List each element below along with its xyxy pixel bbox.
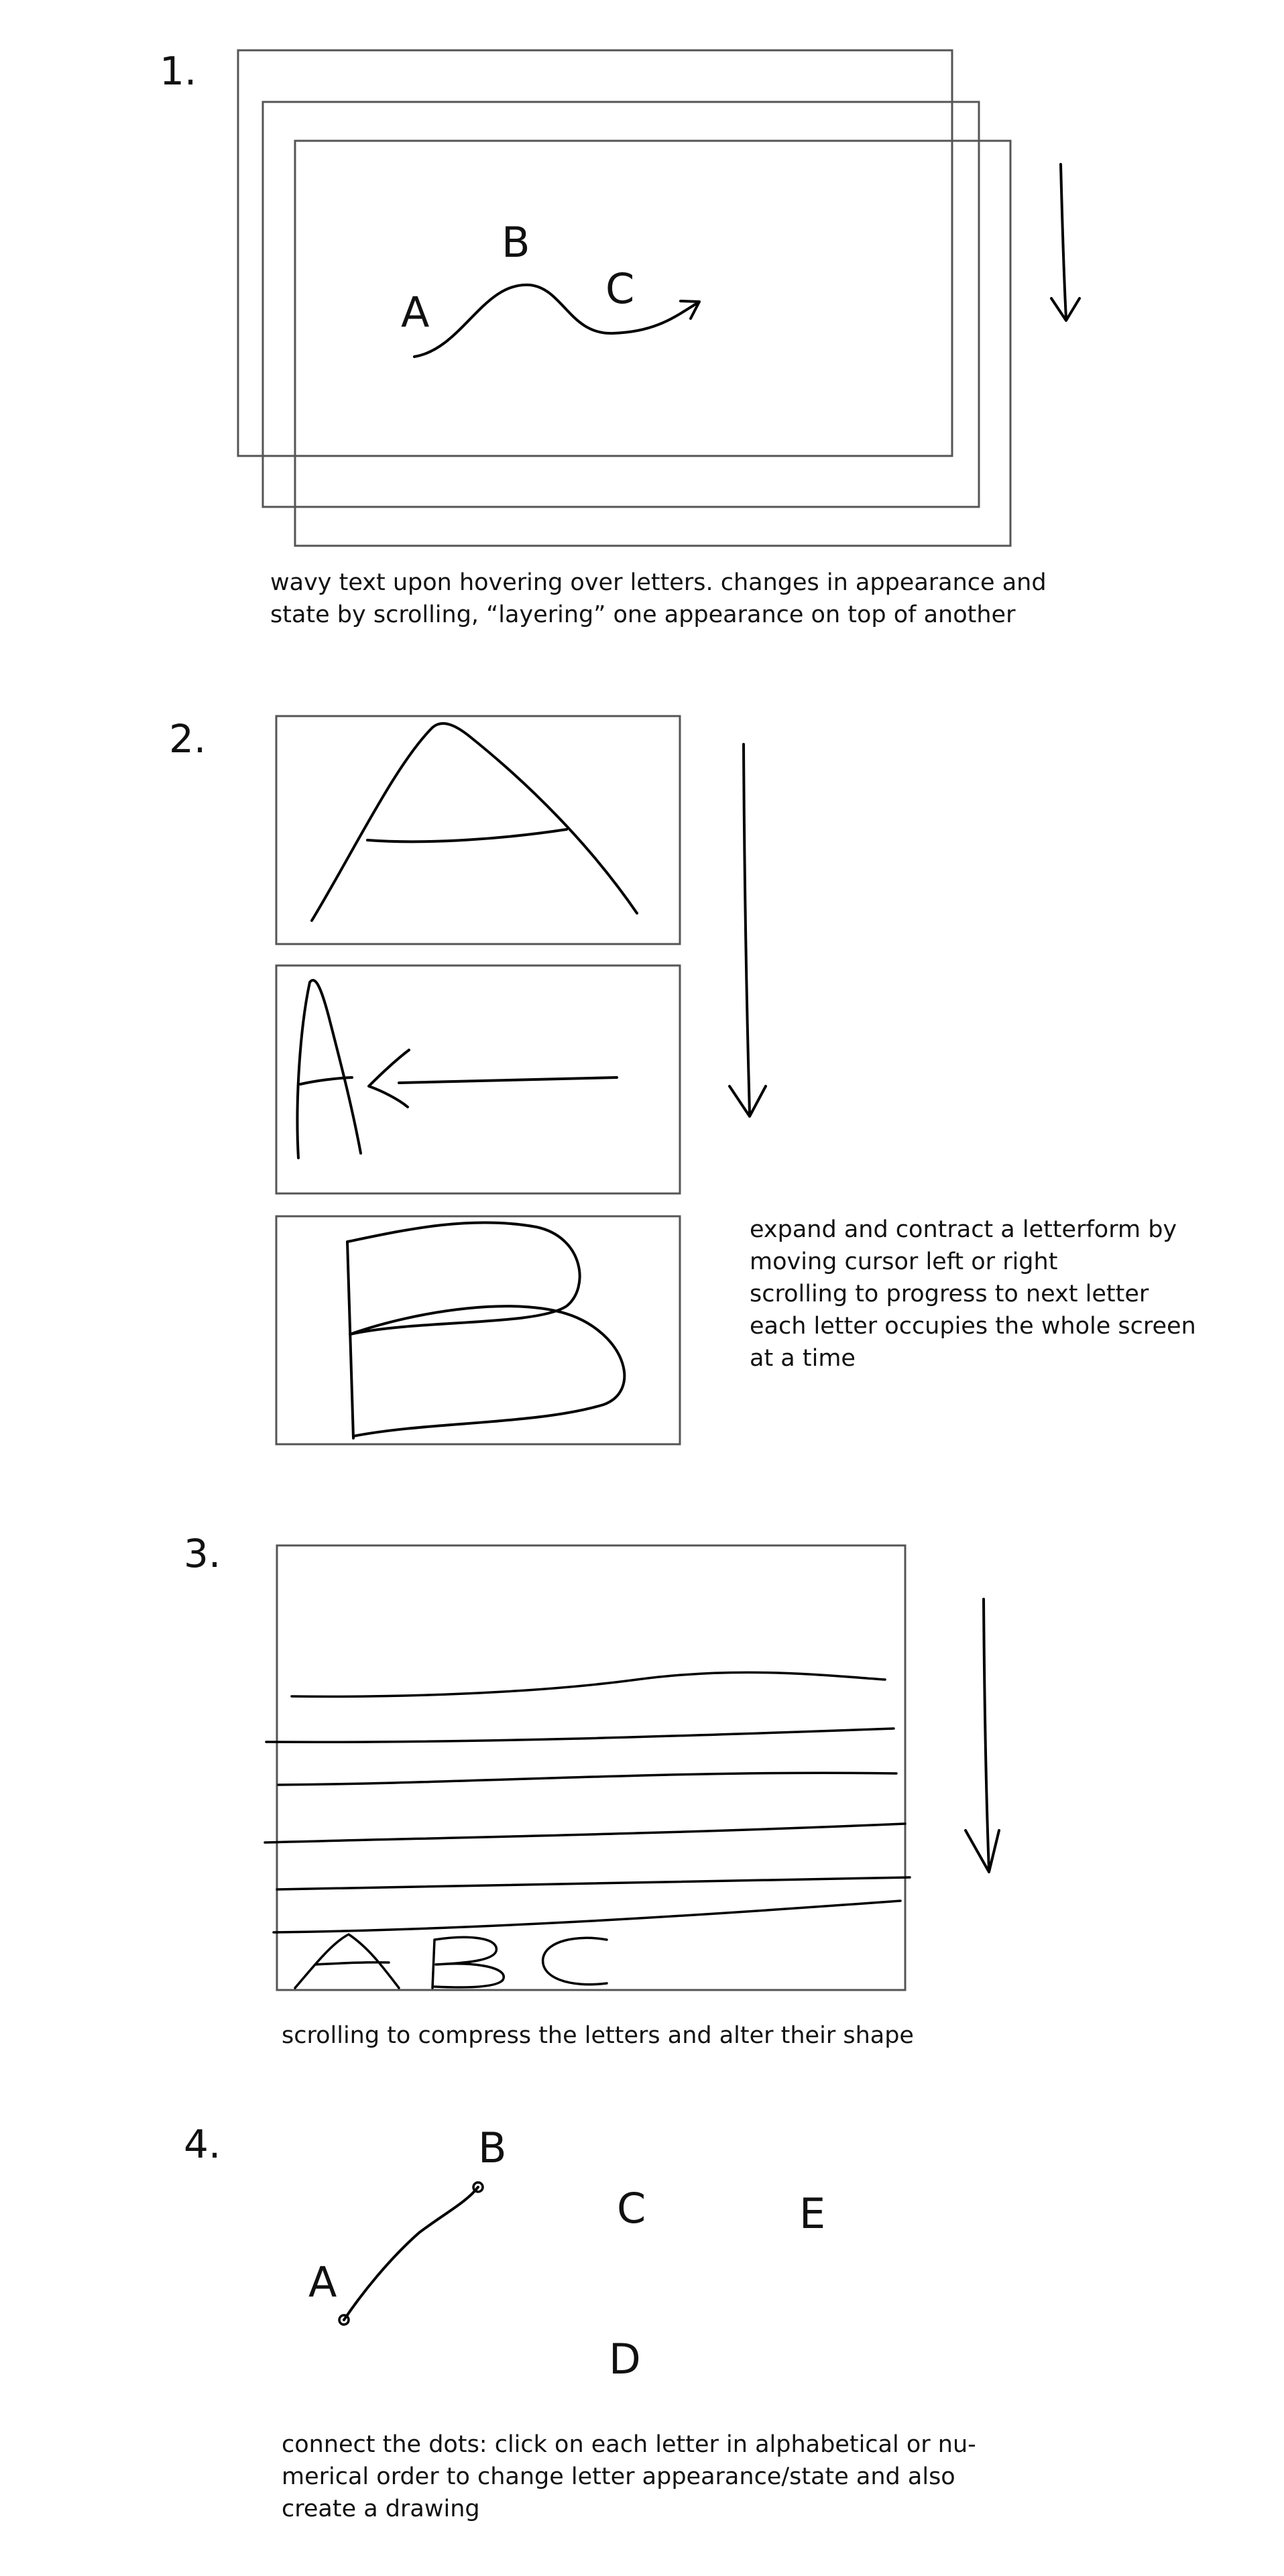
dot-letter-e[interactable]: E (799, 2189, 825, 2238)
compressed-line-5 (276, 1876, 911, 1891)
letterform-a-wide-crossbar (366, 828, 568, 843)
compressed-letter-c (542, 1936, 608, 1986)
compressed-line-3 (277, 1771, 898, 1786)
dot-letter-b[interactable]: B (478, 2123, 507, 2172)
layer-frame-middle (261, 101, 980, 508)
section-4-number: 4. (184, 2121, 221, 2167)
section-1-caption-line-2: state by scrolling, “layering” one appea… (270, 601, 1016, 628)
layer-frame-front (294, 139, 1012, 547)
compressed-line-1 (290, 1671, 886, 1698)
screen-frame-2 (275, 964, 681, 1195)
compress-screen-frame (276, 1544, 907, 1991)
section-2-caption-line-5: at a time (750, 1345, 856, 1372)
letter-a: A (401, 288, 429, 337)
dot-letter-d[interactable]: D (609, 2335, 641, 2384)
dot-b-marker (472, 2181, 484, 2193)
wavy-path (413, 283, 699, 358)
compressed-letter-b (431, 1936, 505, 1989)
wavy-path-arrowhead (679, 300, 701, 320)
section-2: 2. expand and contract a letterform by m… (169, 715, 1196, 1446)
section-2-caption-line-4: each letter occupies the whole screen (750, 1313, 1196, 1340)
section-4-caption-line-2: merical order to change letter appearanc… (282, 2463, 955, 2490)
connecting-line-a-to-b (343, 2186, 479, 2321)
scroll-arrow-icon (964, 1598, 1000, 1873)
compressed-letter-a (294, 1933, 400, 1989)
dot-letter-a[interactable]: A (308, 2258, 337, 2306)
section-2-caption-line-1: expand and contract a letterform by (750, 1216, 1177, 1243)
section-1-caption-line-1: wavy text upon hovering over letters. ch… (270, 569, 1047, 596)
compressed-line-2 (265, 1727, 895, 1744)
letter-c: C (605, 264, 634, 313)
letterform-a-wide (310, 722, 638, 922)
section-1: 1. A B C wavy text upon hovering over le… (160, 48, 1081, 628)
letterform-a-narrow (296, 979, 362, 1159)
layer-frame-back (237, 49, 953, 457)
cursor-left-arrow-icon (367, 1049, 618, 1108)
section-2-caption-line-3: scrolling to progress to next letter (750, 1281, 1149, 1307)
section-2-caption-line-2: moving cursor left or right (750, 1248, 1057, 1275)
section-4: 4. A B C D E connect the dots: click on … (184, 2121, 976, 2522)
screen-frame-3 (275, 1215, 681, 1446)
section-3: 3. scrolling to compress the letters and… (184, 1531, 1000, 2049)
scroll-arrow-icon (728, 743, 767, 1118)
letterform-b (346, 1221, 626, 1440)
letter-b: B (502, 218, 530, 267)
screen-frame-1 (275, 715, 681, 945)
section-4-caption-line-1: connect the dots: click on each letter i… (282, 2431, 976, 2458)
scroll-arrow-icon (1050, 163, 1081, 322)
section-3-number: 3. (184, 1531, 221, 1576)
section-3-caption-line-1: scrolling to compress the letters and al… (282, 2022, 914, 2049)
section-4-caption-line-3: create a drawing (282, 2496, 480, 2522)
dot-letter-c[interactable]: C (617, 2184, 646, 2233)
compressed-line-4 (264, 1822, 907, 1844)
compressed-line-6 (272, 1899, 902, 1934)
section-2-number: 2. (169, 716, 206, 762)
dot-a-marker (338, 2314, 350, 2326)
section-1-number: 1. (160, 48, 196, 94)
letterform-a-narrow-crossbar (299, 1076, 353, 1086)
